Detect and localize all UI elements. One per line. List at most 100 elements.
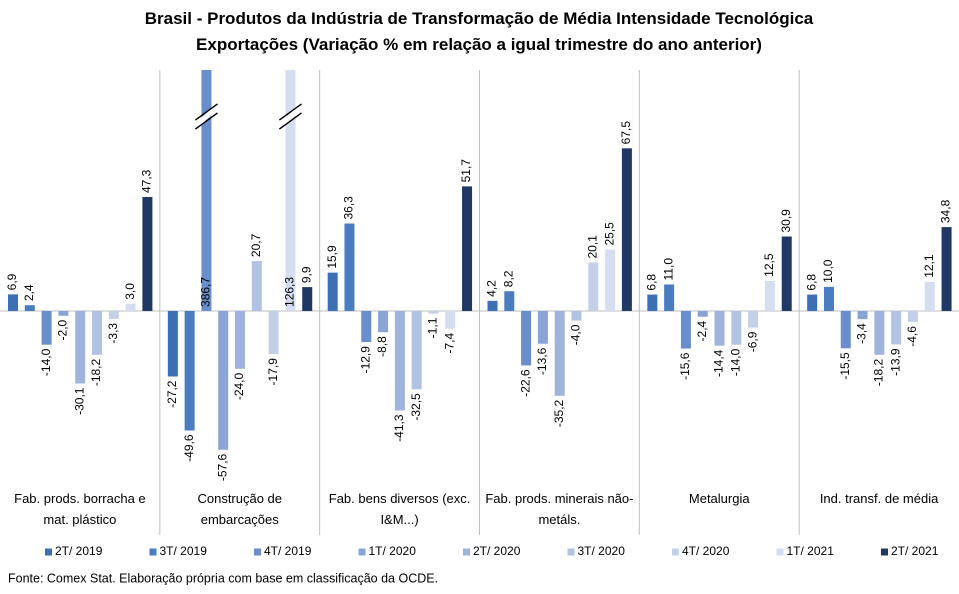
bar [664, 284, 675, 311]
legend-label: 1T/ 2020 [369, 544, 417, 558]
legend-label: 4T/ 2020 [682, 544, 730, 558]
value-label: -18,2 [89, 359, 103, 387]
bar [428, 310, 439, 314]
bar [781, 236, 792, 311]
value-label: 2,4 [22, 284, 36, 301]
bar [840, 310, 851, 349]
bar [361, 310, 372, 343]
value-label: -6,9 [745, 331, 759, 352]
value-label: 67,5 [619, 121, 633, 145]
value-label: 30,9 [779, 209, 793, 233]
value-label: -4,6 [905, 326, 919, 347]
legend-swatch [254, 548, 261, 556]
chart-subtitle: Exportações (Variação % em relação a igu… [196, 35, 762, 54]
value-label: -30,1 [72, 387, 86, 415]
legend-swatch [567, 548, 575, 556]
bar [764, 280, 775, 311]
axis-break [279, 103, 302, 121]
value-label: -2,0 [56, 319, 70, 340]
value-label: -13,9 [888, 348, 902, 376]
value-label: 126,3 [283, 277, 297, 307]
value-label: 11,0 [661, 258, 675, 281]
bar [24, 305, 35, 311]
category-label: Metalurgia [688, 491, 750, 506]
bar [201, 70, 212, 311]
legend-swatch [672, 548, 679, 556]
value-label: -41,3 [392, 414, 406, 442]
bar [807, 294, 818, 311]
legend-label: 4T/ 2019 [264, 544, 312, 558]
bar [58, 310, 69, 316]
value-label: -12,9 [358, 346, 372, 374]
bar [327, 272, 338, 311]
category-label: Fab. prods. borracha e mat. plástico [14, 491, 146, 527]
bar [537, 310, 548, 344]
legend-label: 2T/ 2019 [55, 544, 103, 558]
value-label: -3,3 [106, 323, 120, 344]
bar [285, 70, 296, 311]
legend-swatch [776, 548, 784, 556]
bar [462, 186, 473, 311]
value-label: -57,6 [215, 453, 229, 481]
source-note: Fonte: Comex Stat. Elaboração própria co… [8, 571, 438, 585]
value-label: 51,7 [459, 159, 473, 183]
legend-swatch [463, 548, 470, 556]
bar [108, 310, 119, 319]
axis-break [195, 103, 218, 121]
value-label: 34,8 [939, 199, 953, 223]
bar [41, 310, 52, 345]
bar [941, 227, 952, 311]
bar [251, 261, 262, 311]
bar [554, 310, 565, 396]
value-label: -27,2 [165, 380, 179, 408]
value-label: -8,8 [375, 336, 389, 357]
value-label: 3,0 [123, 283, 137, 300]
value-label: -35,2 [552, 399, 566, 427]
bar [907, 310, 918, 323]
bar [218, 310, 229, 450]
bar [92, 310, 102, 355]
value-label: 25,5 [602, 222, 616, 246]
bar [167, 310, 178, 377]
legend-swatch [149, 548, 157, 556]
bar [268, 310, 279, 355]
value-label: -24,0 [232, 372, 246, 400]
value-label: 12,5 [762, 253, 776, 277]
bar [588, 262, 599, 311]
value-label: -18,2 [872, 359, 886, 387]
value-label: 6,9 [5, 273, 19, 290]
value-label: -14,0 [39, 348, 53, 376]
bar [857, 310, 868, 320]
bar [924, 281, 935, 311]
value-label: 10,0 [821, 259, 835, 283]
bar [142, 196, 153, 311]
legend-label: 1T/ 2021 [787, 544, 835, 558]
bar [571, 310, 582, 321]
bar [411, 310, 422, 390]
bar [487, 300, 498, 311]
category-label: Fab. prods. minerais não-metáls. [485, 491, 634, 527]
legend-label: 2T/ 2020 [473, 544, 521, 558]
value-label: -13,6 [535, 347, 549, 375]
bar [504, 291, 515, 311]
bar [445, 310, 456, 329]
axis-break [195, 112, 218, 130]
bar [621, 148, 632, 311]
bar [680, 310, 691, 349]
bar [647, 294, 658, 311]
category-label: Construção de embarcações [197, 491, 283, 527]
value-label: 20,7 [249, 233, 263, 257]
value-label: -3,4 [855, 323, 869, 344]
value-label: 4,2 [485, 280, 499, 297]
value-label: -49,6 [182, 434, 196, 462]
value-label: 386,7 [199, 277, 213, 307]
value-label: 6,8 [804, 274, 818, 291]
bar [521, 310, 532, 366]
category-label: Fab. bens diversos (exc. I&M...) [328, 491, 471, 527]
value-label: -15,5 [838, 352, 852, 380]
chart-title: Brasil - Produtos da Indústria de Transf… [145, 9, 814, 28]
value-label: 36,3 [342, 196, 356, 220]
value-label: 6,8 [645, 274, 659, 291]
